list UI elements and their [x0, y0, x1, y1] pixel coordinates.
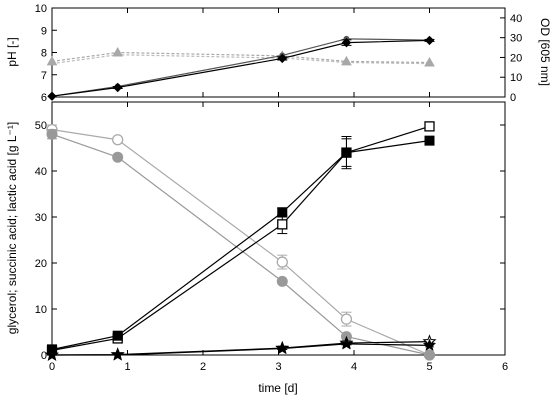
top-y2-tick-label: 40	[510, 13, 522, 25]
bottom-series-line	[51, 125, 430, 351]
bottom-y-axis-label: glycerol; succinic acid; lactic acid [g …	[5, 122, 19, 334]
filled-square-marker	[112, 330, 123, 341]
top-y-tick-label: 8	[41, 48, 47, 60]
top-y-axis-label: pH [-]	[5, 37, 19, 66]
filled-circle-marker	[424, 349, 435, 361]
bottom-series-0	[46, 123, 436, 361]
bottom-series-line	[51, 140, 430, 351]
bottom-series-line	[51, 129, 430, 356]
open-circle-marker	[340, 313, 353, 325]
diamond-marker	[341, 37, 352, 48]
top-y-tick-label: 9	[41, 25, 47, 37]
filled-circle-marker	[276, 275, 288, 287]
triangle-marker	[46, 55, 58, 66]
diamond-marker	[47, 91, 57, 101]
y-tick-label: 50	[35, 120, 47, 132]
y-tick-label: 0	[41, 350, 47, 362]
filled-star-marker	[275, 341, 289, 355]
filled-circle-marker	[46, 128, 58, 140]
diamond-marker	[424, 35, 435, 46]
bottom-series-5	[45, 337, 437, 361]
top-y-tick-label: 7	[41, 70, 47, 82]
top-y2-tick-label: 20	[510, 52, 522, 64]
x-axis-label: time [d]	[258, 381, 297, 395]
bottom-series-4	[44, 334, 437, 361]
bottom-series-line	[51, 133, 430, 356]
top-axes: 6 7 8 9 10 0 10 20 30 40	[35, 3, 523, 104]
top-y2-axis-label: OD [605 nm]	[538, 18, 550, 86]
y-tick-label: 20	[35, 258, 47, 270]
x-tick-label: 4	[351, 361, 357, 373]
x-tick-label: 0	[49, 361, 55, 373]
y-tick-label: 40	[35, 166, 47, 178]
bottom-marks	[44, 121, 437, 361]
top-series-3	[47, 35, 435, 101]
top-y2-tick-label: 10	[510, 72, 522, 84]
x-tick-label: 3	[275, 361, 281, 373]
filled-star-marker	[339, 337, 353, 350]
triangle-marker	[424, 56, 435, 67]
top-series-line	[51, 51, 430, 64]
x-tick-label: 2	[200, 361, 206, 373]
filled-circle-marker	[112, 151, 124, 163]
top-panel: 6 7 8 9 10 0 10 20 30 40 pH [-] OD [605 nm]	[5, 3, 550, 104]
open-square-marker	[424, 121, 435, 132]
bottom-panel: 0 10 20 30 40 50 0 1 2 3 4 5 6 glycerol; succinic ac…	[5, 101, 508, 395]
filled-square-marker	[277, 207, 288, 218]
open-square-marker	[277, 219, 288, 230]
top-series-line	[51, 38, 430, 97]
bottom-series-line	[51, 341, 430, 356]
filled-square-marker	[341, 147, 352, 158]
filled-star-marker	[111, 348, 125, 361]
x-tick-label: 6	[502, 361, 508, 373]
top-y-tick-label: 6	[41, 92, 47, 104]
x-tick-label: 1	[124, 361, 130, 373]
bottom-series-2	[46, 121, 435, 356]
triangle-marker	[341, 55, 352, 66]
filled-star-marker	[422, 338, 437, 351]
top-y2-tick-label: 30	[510, 33, 522, 45]
top-y-tick-label: 10	[35, 3, 47, 15]
top-marks	[46, 35, 435, 101]
filled-star-marker	[45, 348, 59, 361]
filled-square-marker	[424, 135, 435, 146]
bottom-series-1	[46, 128, 435, 361]
diamond-marker	[112, 82, 123, 93]
triangle-marker	[112, 46, 124, 57]
bottom-series-3	[47, 135, 435, 355]
top-y2-tick-label: 0	[510, 92, 516, 104]
x-tick-label: 5	[426, 361, 432, 373]
bottom-axes: 0 10 20 30 40 50 0 1 2 3 4 5 6	[35, 102, 508, 373]
open-circle-marker	[112, 134, 124, 146]
y-tick-label: 10	[35, 304, 47, 316]
open-circle-marker	[276, 256, 288, 268]
y-tick-label: 30	[35, 212, 47, 224]
diamond-marker	[277, 53, 287, 64]
